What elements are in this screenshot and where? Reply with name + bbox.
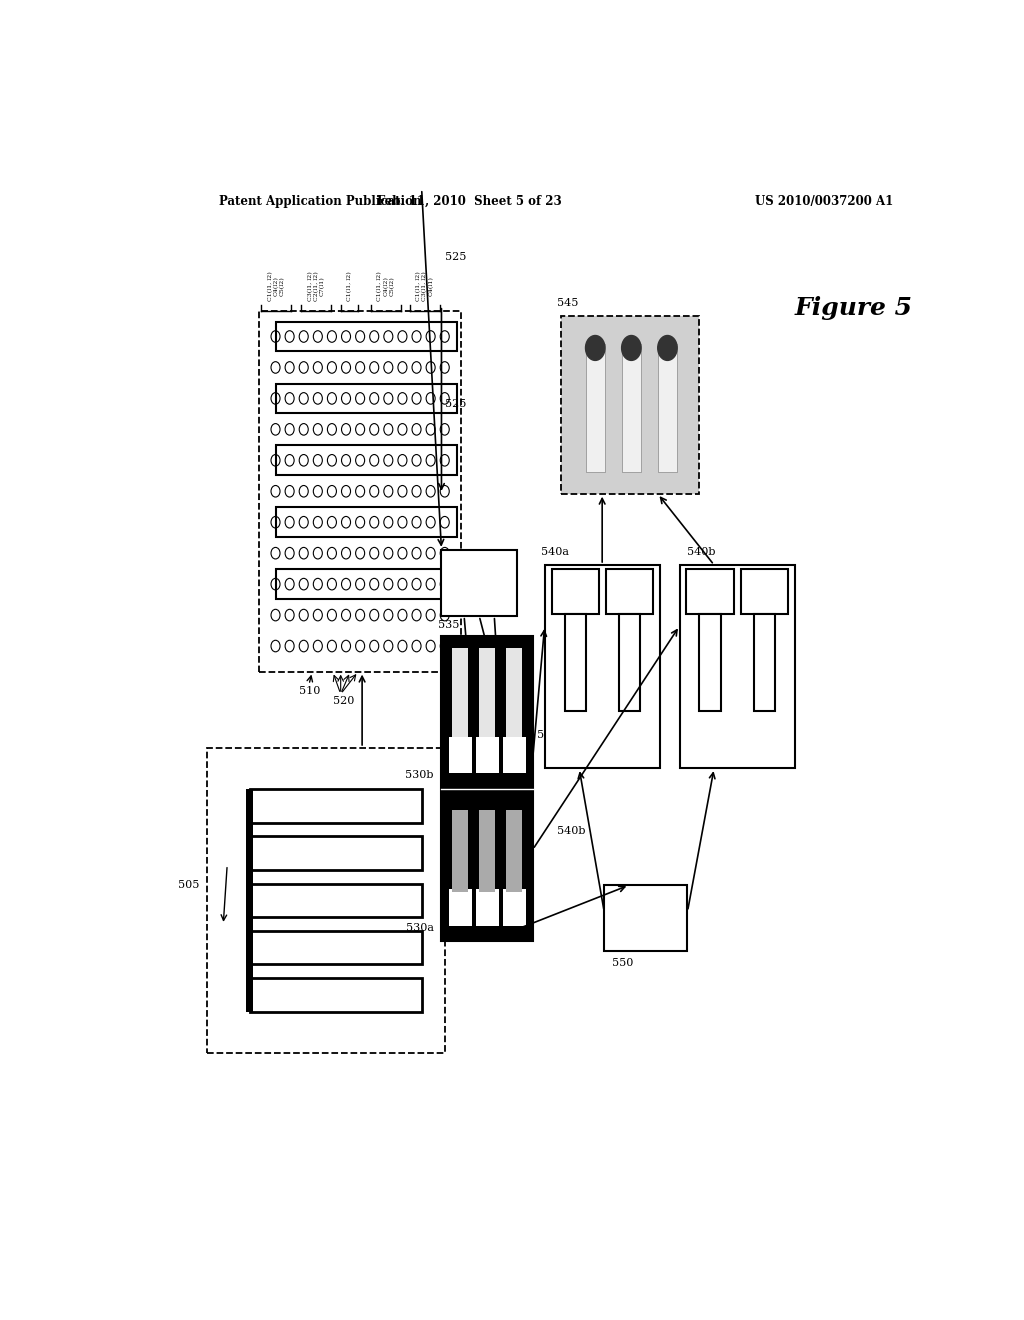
Circle shape [440, 362, 450, 374]
Circle shape [285, 392, 294, 404]
Circle shape [355, 578, 365, 590]
Circle shape [426, 392, 435, 404]
Circle shape [426, 424, 435, 436]
Circle shape [440, 610, 450, 620]
Circle shape [271, 610, 280, 620]
Circle shape [313, 331, 323, 342]
Circle shape [398, 454, 407, 466]
Text: 505: 505 [178, 880, 200, 890]
Circle shape [299, 392, 308, 404]
Circle shape [426, 516, 435, 528]
Circle shape [271, 486, 280, 498]
Circle shape [285, 578, 294, 590]
Bar [475, 890, 499, 925]
Bar [503, 737, 525, 774]
Circle shape [299, 578, 308, 590]
Circle shape [440, 424, 450, 436]
Circle shape [440, 486, 450, 498]
Circle shape [355, 640, 365, 652]
Circle shape [412, 610, 421, 620]
Bar [506, 648, 522, 739]
Circle shape [271, 424, 280, 436]
Circle shape [440, 578, 450, 590]
Circle shape [342, 424, 350, 436]
Circle shape [285, 486, 294, 498]
Circle shape [342, 486, 350, 498]
Circle shape [384, 362, 393, 374]
Circle shape [398, 392, 407, 404]
Bar [657, 345, 677, 473]
Circle shape [328, 486, 337, 498]
Circle shape [299, 331, 308, 342]
Bar [449, 737, 472, 774]
Circle shape [313, 516, 323, 528]
Circle shape [342, 454, 350, 466]
Circle shape [426, 486, 435, 498]
Circle shape [328, 640, 337, 652]
Text: 530a: 530a [406, 923, 433, 933]
Circle shape [384, 640, 393, 652]
Circle shape [440, 640, 450, 652]
Bar [275, 445, 457, 475]
Bar [564, 614, 586, 711]
Text: 520: 520 [333, 696, 354, 706]
Circle shape [355, 454, 365, 466]
Circle shape [370, 331, 379, 342]
Circle shape [440, 548, 450, 558]
Bar [449, 890, 472, 925]
Circle shape [398, 424, 407, 436]
Circle shape [398, 548, 407, 558]
Circle shape [328, 331, 337, 342]
Bar [699, 614, 721, 711]
Circle shape [313, 610, 323, 620]
Circle shape [370, 362, 379, 374]
Bar [250, 789, 422, 822]
Circle shape [426, 454, 435, 466]
Circle shape [412, 424, 421, 436]
Circle shape [426, 362, 435, 374]
Circle shape [657, 335, 677, 360]
Circle shape [426, 578, 435, 590]
Bar [503, 890, 525, 925]
Circle shape [426, 610, 435, 620]
Circle shape [398, 578, 407, 590]
Bar [250, 837, 422, 870]
Circle shape [285, 362, 294, 374]
Bar [275, 569, 457, 599]
Circle shape [355, 610, 365, 620]
Circle shape [370, 640, 379, 652]
Circle shape [299, 610, 308, 620]
Circle shape [412, 362, 421, 374]
Bar [479, 810, 496, 892]
Circle shape [271, 331, 280, 342]
Circle shape [328, 548, 337, 558]
Circle shape [586, 335, 605, 360]
Circle shape [384, 454, 393, 466]
Bar [207, 748, 445, 1053]
Circle shape [328, 454, 337, 466]
Circle shape [299, 486, 308, 498]
Circle shape [299, 362, 308, 374]
Circle shape [370, 392, 379, 404]
Circle shape [622, 335, 641, 360]
Circle shape [355, 516, 365, 528]
Text: Pattern
Generator: Pattern Generator [616, 908, 675, 928]
Circle shape [299, 454, 308, 466]
Circle shape [440, 454, 450, 466]
Text: 525: 525 [445, 252, 467, 263]
Circle shape [412, 486, 421, 498]
Circle shape [299, 516, 308, 528]
Bar [250, 978, 422, 1011]
Circle shape [398, 331, 407, 342]
Circle shape [285, 424, 294, 436]
Bar [552, 569, 599, 614]
Text: 530b: 530b [406, 771, 433, 780]
Bar [740, 569, 787, 614]
Bar [441, 636, 532, 941]
Bar [506, 810, 522, 892]
Text: 510: 510 [299, 686, 319, 696]
Circle shape [271, 578, 280, 590]
Text: C1(l1, l2)
C4(l2)
C5(l2): C1(l1, l2) C4(l2) C5(l2) [378, 271, 394, 301]
Circle shape [370, 454, 379, 466]
Circle shape [440, 392, 450, 404]
